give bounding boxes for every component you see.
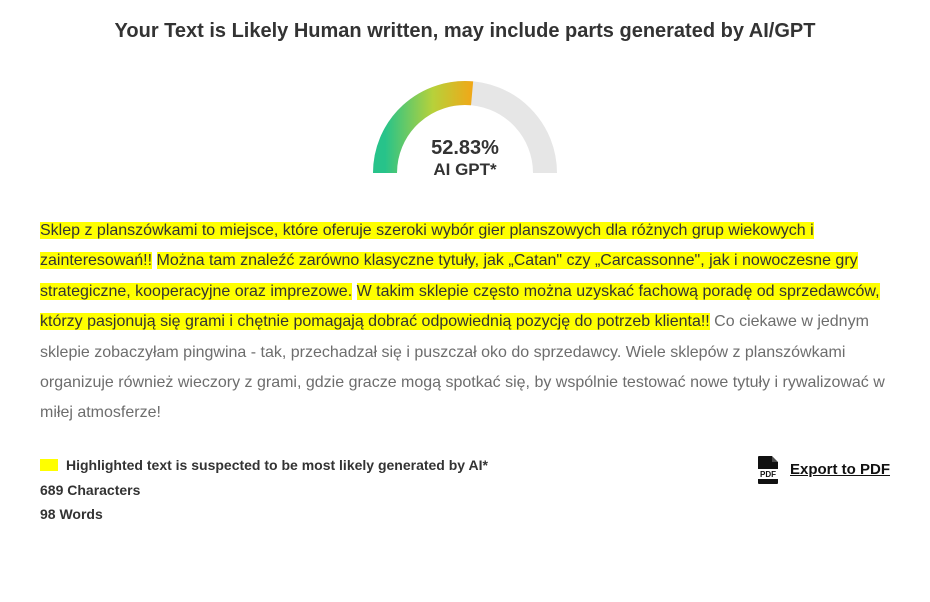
ai-probability-gauge: 52.83% AI GPT* <box>355 61 575 186</box>
gauge-sublabel: AI GPT* <box>355 160 575 180</box>
result-headline: Your Text is Likely Human written, may i… <box>40 20 890 43</box>
char-count: 689 Characters <box>40 479 488 503</box>
gauge-percent: 52.83% <box>355 137 575 160</box>
legend: Highlighted text is suspected to be most… <box>40 457 488 527</box>
export-pdf-button[interactable]: PDF Export to PDF <box>754 455 890 485</box>
word-count: 98 Words <box>40 503 488 527</box>
analyzed-text: Sklep z planszówkami to miejsce, które o… <box>40 216 890 429</box>
pdf-icon: PDF <box>754 455 782 485</box>
export-pdf-label: Export to PDF <box>790 461 890 478</box>
result-footer: Highlighted text is suspected to be most… <box>40 457 890 527</box>
gauge-container: 52.83% AI GPT* <box>40 61 890 186</box>
highlight-swatch <box>40 459 58 471</box>
plain-segment <box>352 283 356 300</box>
legend-caption: Highlighted text is suspected to be most… <box>66 457 488 473</box>
svg-text:PDF: PDF <box>760 470 776 479</box>
legend-caption-row: Highlighted text is suspected to be most… <box>40 457 488 473</box>
plain-segment <box>152 252 156 269</box>
gauge-label: 52.83% AI GPT* <box>355 137 575 180</box>
